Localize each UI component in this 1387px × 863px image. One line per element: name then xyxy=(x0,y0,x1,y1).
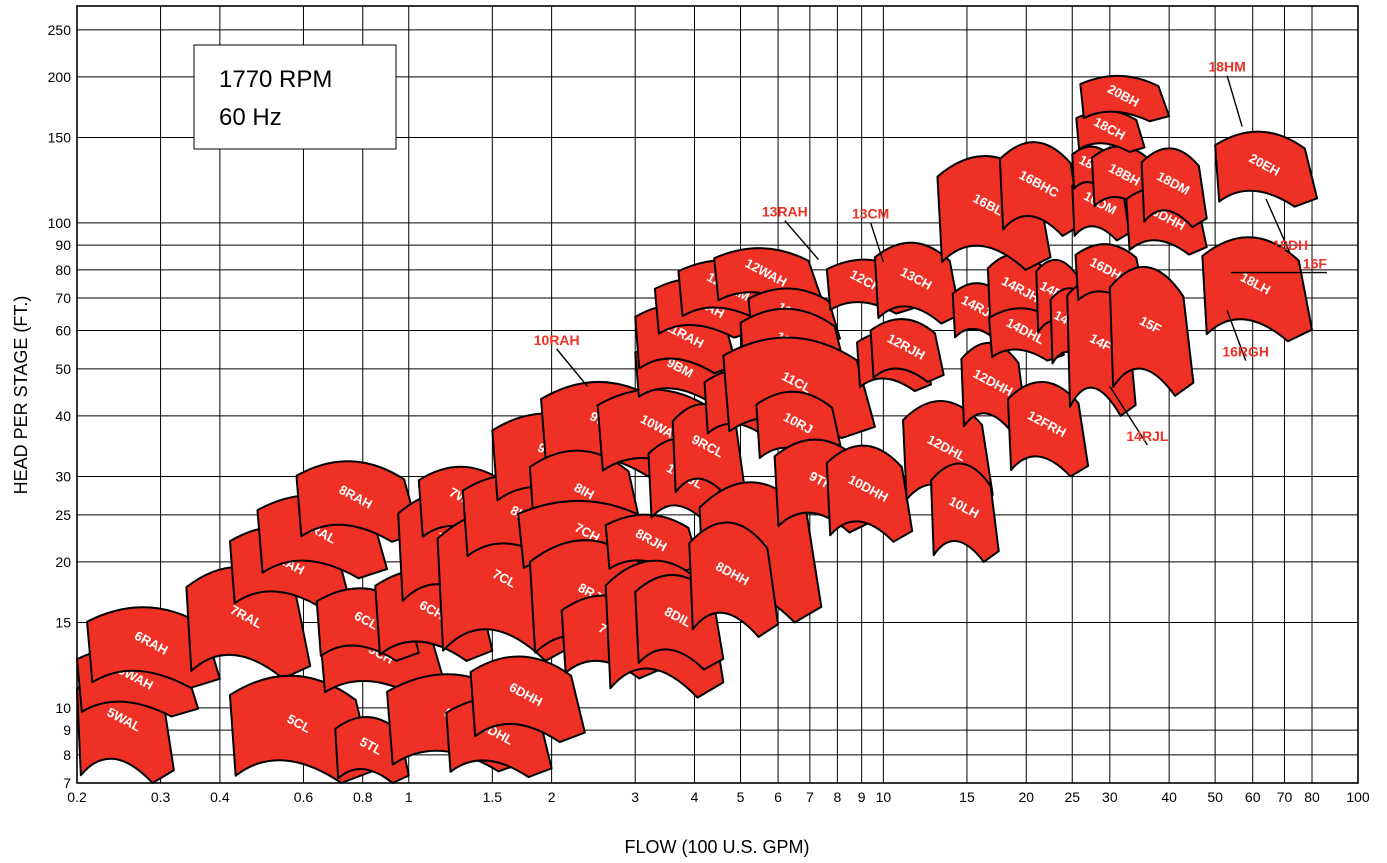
tick-labels: 0.2 0.3 0.4 0.6 0.8 1 1.5 2 3 4 5 6 7 8 9 10 15 20 25 30 40 5… xyxy=(48,22,1370,805)
x-tick-label: 9 xyxy=(858,789,866,805)
y-tick-label: 15 xyxy=(55,614,71,630)
y-tick-label: 200 xyxy=(48,69,72,85)
callout-label: 10RAH xyxy=(534,332,580,348)
x-tick-label: 6 xyxy=(774,789,782,805)
x-tick-label: 7 xyxy=(806,789,814,805)
region-10lh xyxy=(930,462,1000,563)
region-20eh xyxy=(1214,130,1319,208)
region-7ral xyxy=(185,566,312,680)
y-tick-label: 100 xyxy=(48,215,72,231)
x-tick-label: 4 xyxy=(691,789,699,805)
y-tick-label: 150 xyxy=(48,129,72,145)
region-10dhh xyxy=(825,444,914,543)
region-15f xyxy=(1108,265,1195,397)
callout-label: 13RAH xyxy=(762,204,808,220)
x-tick-label: 0.3 xyxy=(151,789,171,805)
region-18lh xyxy=(1201,236,1313,343)
info-box-frame xyxy=(193,44,397,150)
y-tick-label: 9 xyxy=(63,722,71,738)
region-18dm xyxy=(1140,147,1208,229)
x-tick-label: 60 xyxy=(1245,789,1261,805)
region-6rah xyxy=(86,606,221,689)
y-tick-label: 10 xyxy=(55,700,71,716)
region-12rjh xyxy=(869,318,945,383)
x-tick-label: 1 xyxy=(405,789,413,805)
x-tick-label: 70 xyxy=(1277,789,1293,805)
region-6dhh xyxy=(469,655,586,744)
x-tick-label: 80 xyxy=(1304,789,1320,805)
x-tick-label: 15 xyxy=(959,789,975,805)
callout-leader-line xyxy=(869,222,885,263)
callout-leader-line xyxy=(1226,75,1243,127)
y-tick-label: 30 xyxy=(55,468,71,484)
x-tick-label: 1.5 xyxy=(483,789,503,805)
callout-leader-line xyxy=(1109,386,1148,446)
region-8dhh xyxy=(688,521,780,638)
callout-leader-line xyxy=(784,220,820,261)
x-tick-label: 5 xyxy=(737,789,745,805)
region-12frh xyxy=(1006,380,1090,478)
plot-frame xyxy=(76,5,1359,784)
callouts: 10RAH 13RAH 13CM 18HM 18DH 16F 16RGH 14RJL xyxy=(534,59,1328,446)
y-tick-label: 80 xyxy=(55,262,71,278)
x-axis-label: FLOW (100 U.S. GPM) xyxy=(624,837,809,857)
x-tick-label: 0.6 xyxy=(294,789,314,805)
callout-label: 14RJL xyxy=(1126,428,1168,444)
x-tick-label: 3 xyxy=(631,789,639,805)
region-20bh xyxy=(1079,74,1171,123)
info-rpm: 1770 RPM xyxy=(219,66,332,93)
y-tick-label: 90 xyxy=(55,237,71,253)
x-tick-label: 0.4 xyxy=(210,789,230,805)
callout-leader-line xyxy=(1265,198,1291,255)
x-tick-label: 100 xyxy=(1346,789,1370,805)
callout-leader-line xyxy=(1226,310,1247,361)
x-tick-label: 2 xyxy=(548,789,556,805)
x-tick-label: 30 xyxy=(1102,789,1118,805)
callout-label: 18HM xyxy=(1208,59,1245,75)
callout-label: 13CM xyxy=(852,206,889,222)
callout-label: 16RGH xyxy=(1222,344,1269,360)
x-tick-label: 0.2 xyxy=(67,789,87,805)
x-tick-label: 20 xyxy=(1018,789,1034,805)
y-tick-label: 70 xyxy=(55,290,71,306)
callout-label: 18DH xyxy=(1272,237,1308,253)
y-tick-label: 20 xyxy=(55,554,71,570)
y-tick-label: 60 xyxy=(55,322,71,338)
y-tick-label: 8 xyxy=(63,747,71,763)
info-frequency: 60 Hz xyxy=(219,104,282,131)
y-tick-label: 40 xyxy=(55,408,71,424)
callout-label: 16F xyxy=(1303,256,1328,272)
y-tick-label: 7 xyxy=(63,775,71,791)
y-axis-label: HEAD PER STAGE (FT.) xyxy=(11,296,31,495)
callout-leader-line xyxy=(556,348,589,387)
x-tick-label: 40 xyxy=(1161,789,1177,805)
x-tick-label: 0.8 xyxy=(353,789,373,805)
x-tick-label: 50 xyxy=(1207,789,1223,805)
y-tick-label: 25 xyxy=(55,507,71,523)
x-tick-label: 10 xyxy=(876,789,892,805)
pump-regions: 5WAL5WAH6RAH7RAL7RAH8RAL8RAH5CL5CH6CL6CH… xyxy=(76,74,1319,784)
y-tick-label: 50 xyxy=(55,361,71,377)
info-box: 1770 RPM 60 Hz xyxy=(193,44,397,150)
x-tick-label: 25 xyxy=(1064,789,1080,805)
x-tick-label: 8 xyxy=(833,789,841,805)
y-tick-label: 250 xyxy=(48,22,72,38)
